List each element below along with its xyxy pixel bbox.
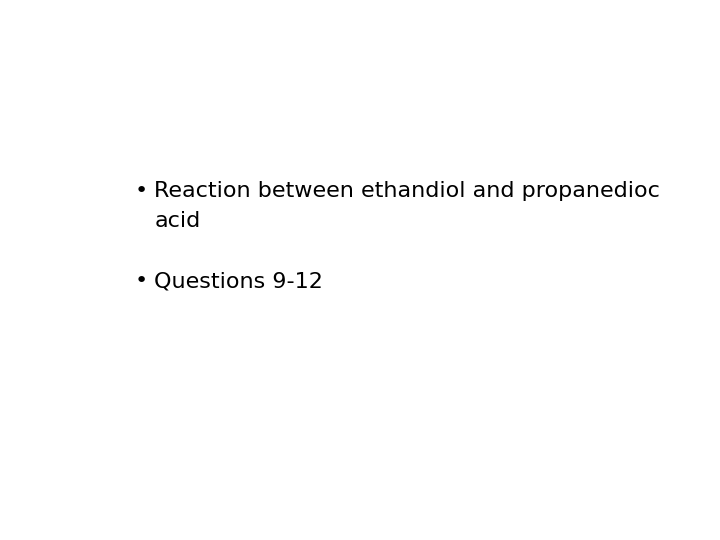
Text: acid: acid: [154, 211, 200, 231]
Text: Reaction between ethandiol and propanedioc: Reaction between ethandiol and propanedi…: [154, 181, 660, 201]
Text: •: •: [135, 271, 148, 291]
Text: •: •: [135, 181, 148, 201]
Text: Questions 9-12: Questions 9-12: [154, 271, 323, 291]
